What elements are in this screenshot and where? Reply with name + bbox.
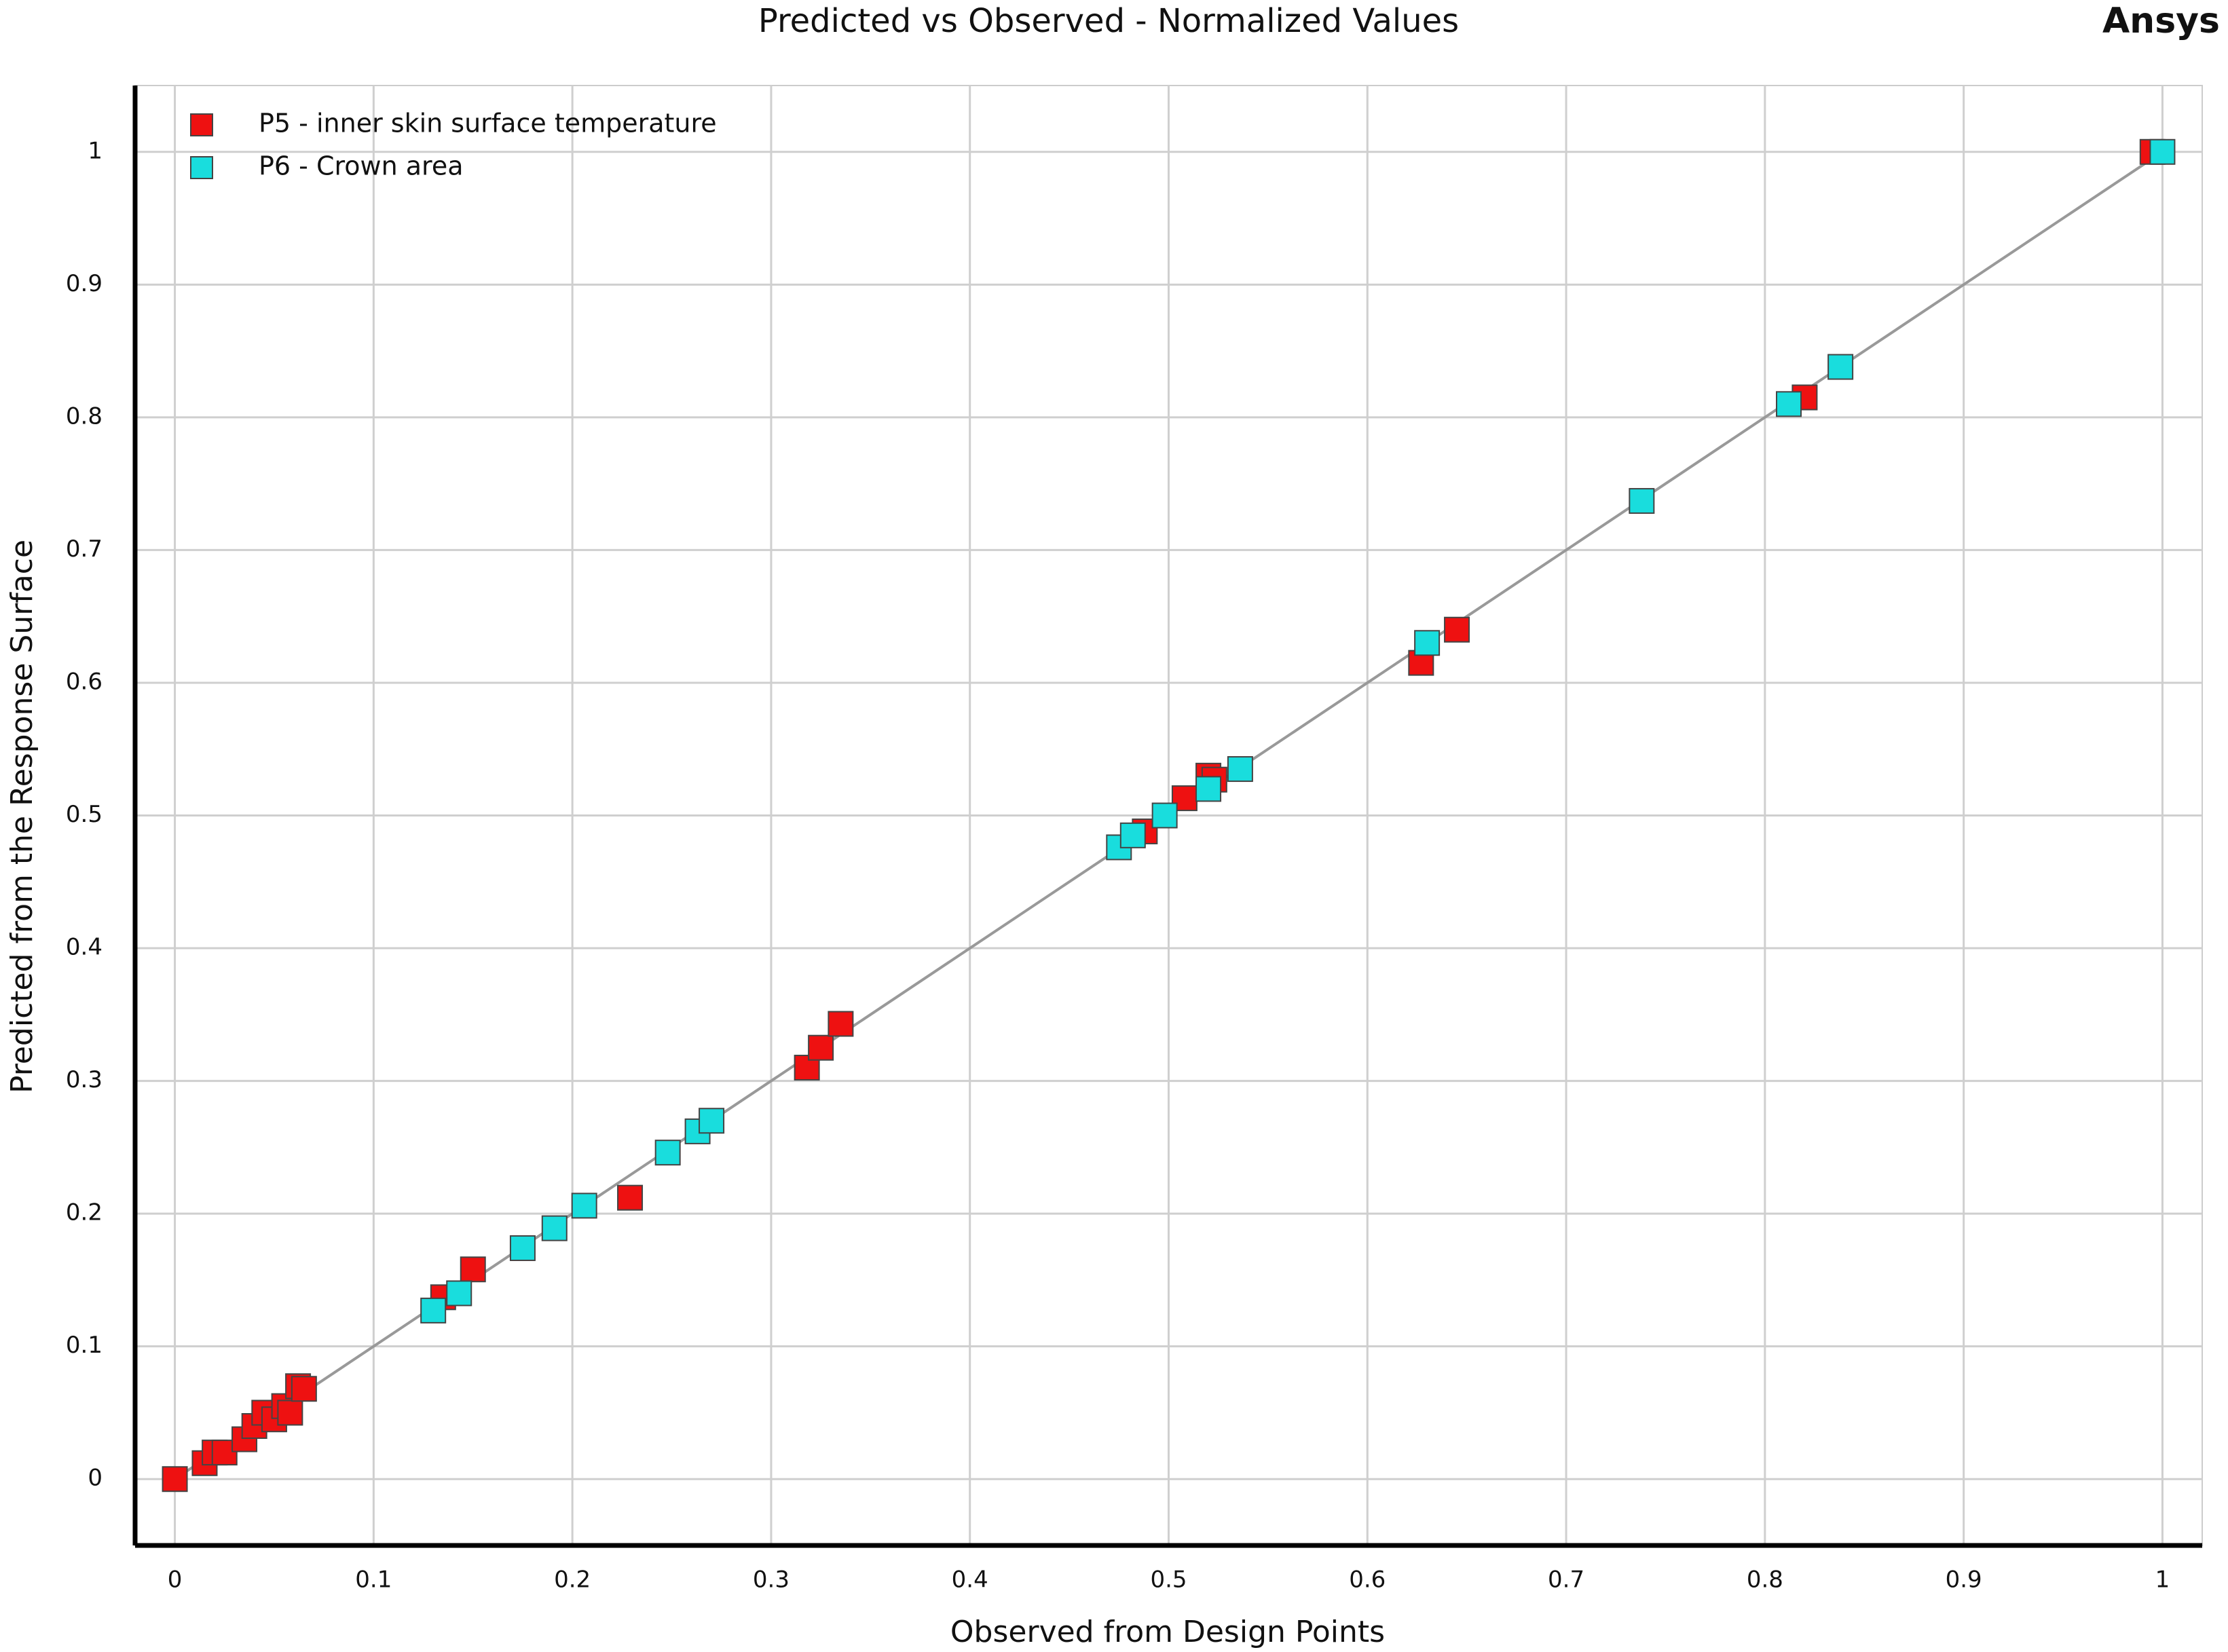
x-tick-label: 0.5 [1150,1566,1187,1594]
y-tick-label: 0.5 [66,801,103,828]
chart-title: Predicted vs Observed - Normalized Value… [758,2,1459,40]
x-tick-label: 0.7 [1548,1566,1584,1594]
marker [446,1280,472,1307]
marker [291,1376,317,1402]
marker [1444,616,1470,643]
marker [1195,776,1222,802]
marker [162,1466,188,1493]
x-tick-label: 0.1 [355,1566,392,1594]
marker [1414,630,1441,656]
legend-marker [190,113,213,136]
y-tick-label: 0.6 [66,668,103,695]
marker [277,1400,303,1426]
marker [571,1193,597,1219]
y-axis-label: Predicted from the Response Surface [5,540,39,1093]
x-tick-label: 0.4 [952,1566,988,1594]
marker [509,1235,536,1261]
marker [1119,822,1146,848]
y-tick-label: 1 [88,137,103,164]
y-tick-label: 0.4 [66,934,103,961]
y-tick-label: 0.3 [66,1066,103,1093]
y-tick-label: 0.8 [66,402,103,430]
x-tick-label: 0.2 [554,1566,591,1594]
marker [654,1140,681,1166]
y-tick-label: 0.2 [66,1199,103,1226]
marker [541,1215,568,1241]
x-tick-label: 0 [168,1566,183,1594]
marker [1827,354,1854,380]
marker [808,1034,834,1061]
y-tick-label: 0.9 [66,270,103,297]
marker [460,1256,486,1283]
x-tick-label: 0.6 [1349,1566,1386,1594]
legend-label: P6 - Crown area [259,151,464,181]
logo: Ansys [2102,1,2220,41]
marker [1776,391,1802,417]
legend-marker [190,156,213,179]
y-tick-label: 0 [88,1465,103,1492]
x-tick-label: 0.8 [1747,1566,1783,1594]
y-tick-label: 0.1 [66,1332,103,1359]
marker [420,1297,447,1324]
marker [617,1184,644,1211]
legend-label: P5 - inner skin surface temperature [259,109,717,138]
marker [1629,488,1655,514]
marker [828,1011,854,1037]
x-tick-label: 1 [2155,1566,2170,1594]
x-axis-label: Observed from Design Points [950,1615,1385,1649]
marker [2149,138,2176,165]
marker [1227,756,1253,783]
x-tick-label: 0.9 [1946,1566,1982,1594]
y-tick-label: 0.7 [66,536,103,563]
x-tick-label: 0.3 [753,1566,790,1594]
marker [699,1108,725,1134]
marker [1151,802,1178,829]
